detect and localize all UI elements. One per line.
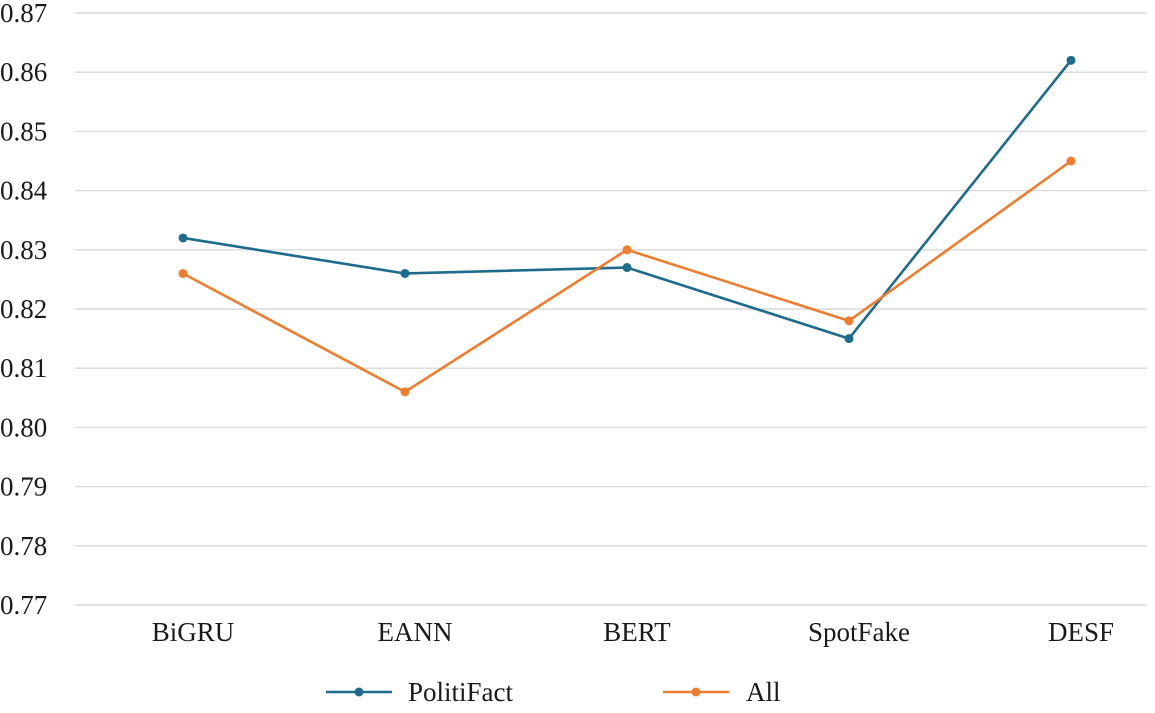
data-point	[844, 316, 854, 326]
gridlines	[75, 12, 1147, 606]
data-point	[1066, 55, 1076, 65]
y-tick-label: 0.87	[0, 0, 47, 28]
x-tick-label: DESF	[1048, 617, 1114, 647]
data-point	[400, 387, 410, 397]
y-tick-label: 0.85	[0, 116, 47, 146]
y-tick-label: 0.82	[0, 294, 47, 324]
series-all	[178, 156, 1076, 397]
y-tick-label: 0.86	[0, 57, 47, 87]
data-point	[844, 334, 854, 344]
legend-marker	[354, 687, 364, 697]
series-line	[182, 59, 1073, 340]
x-tick-label: SpotFake	[808, 617, 910, 647]
y-tick-label: 0.83	[0, 235, 47, 265]
legend-item: PolitiFact	[326, 677, 514, 707]
y-axis-ticks: 0.77 0.78 0.79 0.80 0.81 0.82 0.83 0.84 0.85 0.86…	[0, 0, 48, 620]
data-point	[622, 245, 632, 255]
data-point	[178, 268, 188, 278]
data-point	[622, 263, 632, 273]
x-axis-ticks: BiGRU EANN BERT SpotFake DESF	[152, 617, 1114, 647]
data-point	[400, 268, 410, 278]
series-line	[182, 159, 1072, 394]
y-tick-label: 0.79	[0, 472, 47, 502]
series-politifact	[178, 55, 1076, 344]
legend-item: All	[663, 677, 781, 707]
x-tick-label: BERT	[603, 617, 671, 647]
y-tick-label: 0.81	[0, 353, 47, 383]
y-tick-label: 0.80	[0, 412, 47, 442]
data-point	[178, 233, 188, 243]
legend-marker	[691, 687, 701, 697]
x-tick-label: BiGRU	[152, 617, 235, 647]
series-lines	[178, 55, 1076, 397]
legend: PolitiFact All	[326, 677, 781, 707]
y-tick-label: 0.77	[0, 590, 47, 620]
data-point	[1066, 156, 1076, 166]
legend-label: PolitiFact	[408, 677, 514, 707]
x-tick-label: EANN	[378, 617, 453, 647]
y-tick-label: 0.84	[0, 176, 48, 206]
y-tick-label: 0.78	[0, 531, 47, 561]
legend-label: All	[746, 677, 781, 707]
